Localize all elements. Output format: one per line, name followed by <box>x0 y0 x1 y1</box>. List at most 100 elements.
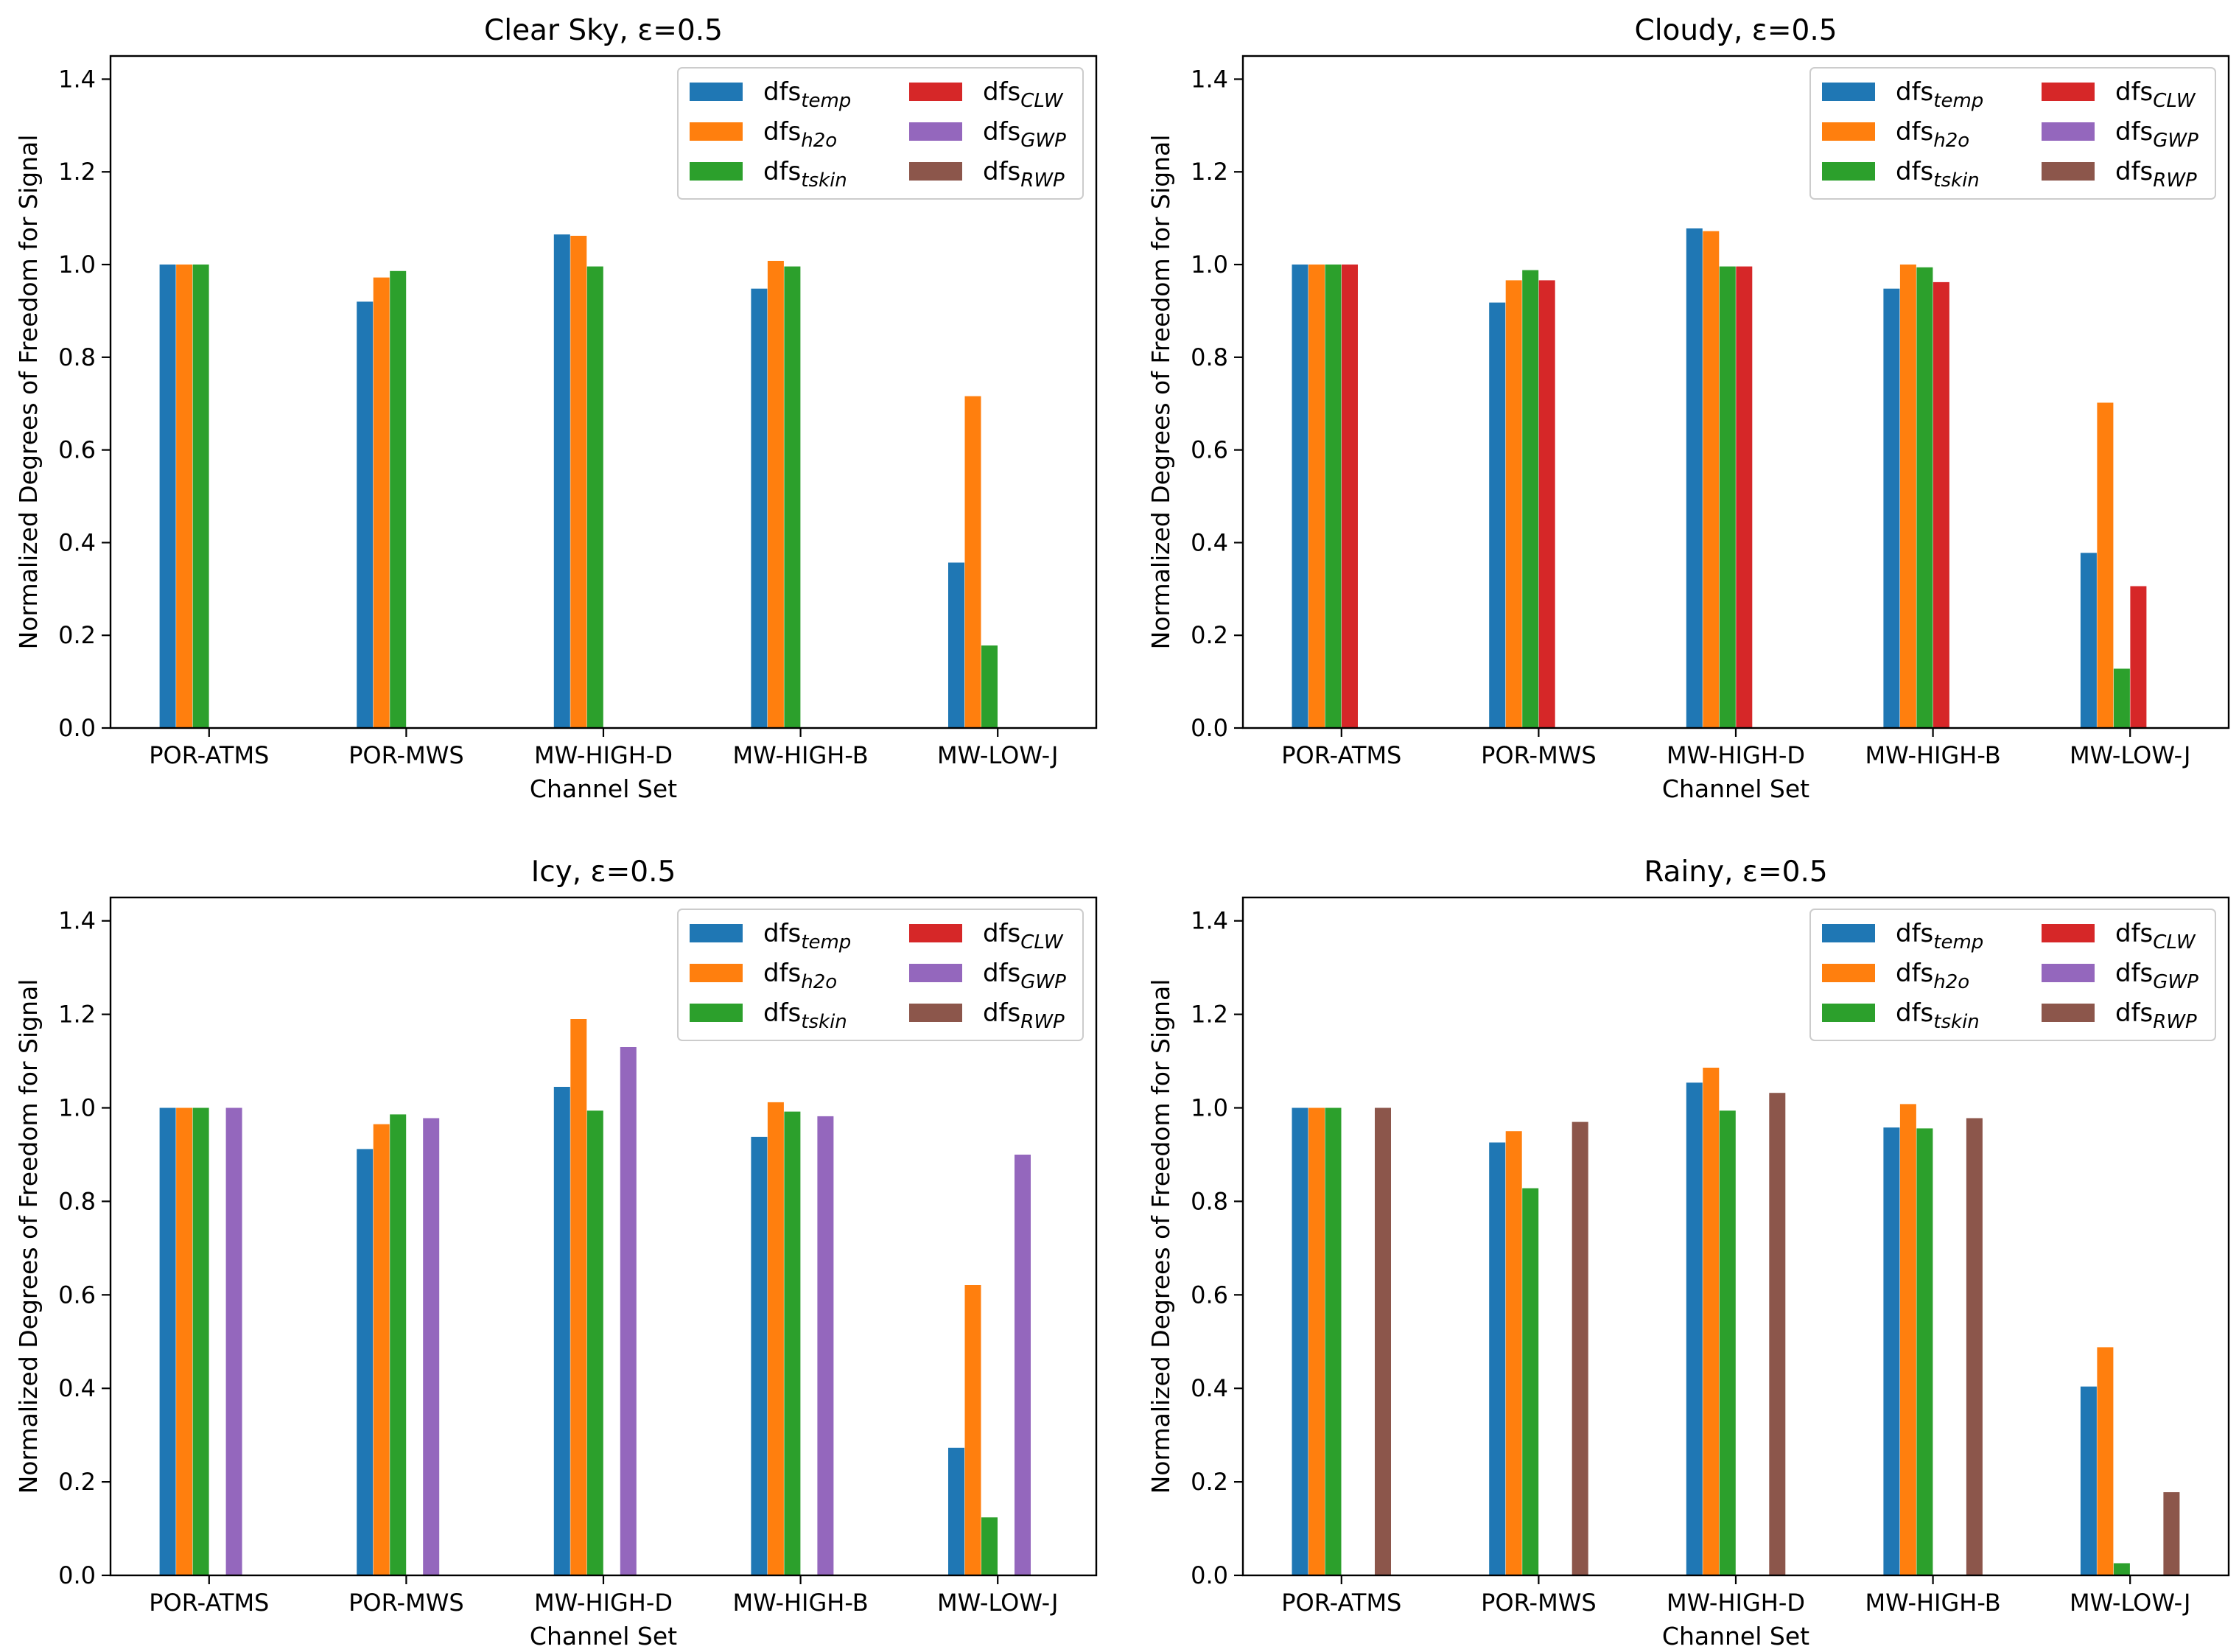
bar-dfs-GWP-por-mws <box>423 1118 440 1575</box>
legend-box <box>1809 67 2216 200</box>
bar-dfs-h2o-mw-high-b <box>1899 265 1916 728</box>
legend-swatch <box>1822 83 1875 101</box>
y-tick-label: 0.6 <box>1191 436 1228 464</box>
legend-swatch <box>2042 83 2095 101</box>
bar-dfs-tskin-por-atms <box>192 265 209 728</box>
bar-dfs-GWP-mw-high-d <box>620 1047 637 1575</box>
y-tick-label: 0.0 <box>1191 714 1228 742</box>
x-tick-label: POR-MWS <box>348 741 464 769</box>
y-axis-label: Normalized Degrees of Freedom for Signal <box>1146 979 1175 1494</box>
bar-dfs-tskin-mw-high-d <box>1719 266 1736 729</box>
bar-dfs-h2o-por-atms <box>176 265 193 728</box>
legend-swatch <box>909 83 962 101</box>
bar-dfs-CLW-mw-low-j <box>2130 586 2147 728</box>
legend-label: dfstemp <box>763 77 851 112</box>
bar-dfs-temp-mw-low-j <box>2080 553 2097 728</box>
legend-label: dfsCLW <box>983 77 1064 112</box>
bar-dfs-h2o-por-mws <box>373 1124 390 1575</box>
legend-label: dfsCLW <box>2115 919 2196 953</box>
x-tick-label: POR-ATMS <box>149 741 269 769</box>
y-tick-label: 1.0 <box>1191 1094 1228 1122</box>
legend-label: dfsh2o <box>1896 117 1969 152</box>
panel-clear-sky: 0.0 0.2 0.4 0.6 0.8 1.0 1.2 1.4 POR-ATMS POR-MWS M… <box>14 14 1098 803</box>
legend-label: dfstskin <box>1896 998 1980 1033</box>
legend-swatch <box>690 964 743 982</box>
legend-swatch <box>1822 964 1875 982</box>
y-tick-label: 0.6 <box>58 1281 96 1309</box>
bar-dfs-tskin-por-mws <box>1522 270 1539 729</box>
bar-dfs-tskin-mw-high-b <box>784 266 801 729</box>
bar-dfs-temp-mw-low-j <box>2080 1386 2097 1575</box>
x-tick-label: MW-HIGH-B <box>732 1589 868 1617</box>
bar-dfs-h2o-mw-high-b <box>767 261 784 728</box>
bar-dfs-temp-por-atms <box>1292 1107 1308 1575</box>
x-tick-label: POR-ATMS <box>1281 1589 1401 1617</box>
y-tick-label: 0.2 <box>1191 1468 1228 1496</box>
bar-dfs-h2o-mw-high-b <box>767 1102 784 1575</box>
legend-swatch <box>690 122 743 141</box>
bar-dfs-temp-por-mws <box>357 301 374 728</box>
bar-dfs-tskin-por-mws <box>390 270 407 728</box>
legend: dfstemp dfsh2o dfstskin dfsCLW dfsGWP dfsRWP <box>1809 909 2216 1041</box>
bar-dfs-tskin-mw-low-j <box>981 1517 998 1575</box>
y-tick-label: 1.4 <box>1191 907 1228 935</box>
legend-label: dfsh2o <box>763 959 837 993</box>
panel-cloudy: 0.0 0.2 0.4 0.6 0.8 1.0 1.2 1.4 POR-ATMS POR-MWS M… <box>1146 14 2230 803</box>
legend-swatch <box>690 162 743 181</box>
legend-swatch <box>690 924 743 942</box>
legend-swatch <box>1822 162 1875 181</box>
panel-title: Icy, ε=0.5 <box>531 855 676 889</box>
bar-dfs-temp-por-atms <box>159 1107 176 1575</box>
bar-dfs-h2o-mw-high-d <box>1703 1068 1720 1575</box>
x-tick-label: MW-HIGH-B <box>1865 1589 2000 1617</box>
bar-dfs-CLW-mw-high-d <box>1736 266 1753 729</box>
y-tick-label: 0.4 <box>1191 1374 1228 1402</box>
y-tick-label: 0.2 <box>58 1468 96 1496</box>
bar-dfs-tskin-mw-low-j <box>2113 1563 2130 1575</box>
bar-dfs-RWP-mw-low-j <box>2163 1492 2180 1575</box>
bar-dfs-tskin-mw-high-d <box>586 266 603 729</box>
panel-rainy: 0.0 0.2 0.4 0.6 0.8 1.0 1.2 1.4 POR-ATMS POR-MWS M… <box>1146 855 2230 1651</box>
bar-dfs-tskin-por-atms <box>1325 265 1342 728</box>
legend-swatch <box>909 122 962 141</box>
bar-dfs-tskin-por-atms <box>192 1107 209 1575</box>
bar-dfs-h2o-por-atms <box>176 1107 193 1575</box>
bar-dfs-h2o-por-atms <box>1308 1107 1325 1575</box>
legend-swatch <box>909 162 962 181</box>
bar-dfs-tskin-por-atms <box>1325 1107 1342 1575</box>
x-tick-label: POR-MWS <box>348 1589 464 1617</box>
legend-box <box>677 909 1084 1041</box>
y-tick-label: 0.8 <box>58 1187 96 1215</box>
y-tick-label: 0.0 <box>58 1561 96 1589</box>
bar-dfs-tskin-mw-high-d <box>586 1110 603 1575</box>
legend-swatch <box>909 1004 962 1022</box>
bar-dfs-temp-mw-high-d <box>553 234 570 728</box>
x-tick-label: POR-MWS <box>1481 741 1597 769</box>
legend-label: dfsGWP <box>983 117 1066 152</box>
y-tick-label: 0.6 <box>58 436 96 464</box>
y-tick-label: 0.4 <box>58 1374 96 1402</box>
y-tick-label: 1.4 <box>58 65 96 93</box>
y-tick-label: 1.0 <box>58 251 96 279</box>
bar-dfs-h2o-mw-high-b <box>1899 1104 1916 1575</box>
y-tick-label: 0.4 <box>58 528 96 556</box>
bar-dfs-h2o-por-mws <box>1505 1131 1522 1575</box>
legend-label: dfsCLW <box>2115 77 2196 112</box>
bar-dfs-temp-mw-high-d <box>553 1087 570 1575</box>
bar-dfs-tskin-mw-high-b <box>784 1111 801 1575</box>
x-axis-label: Channel Set <box>1662 774 1809 803</box>
y-tick-label: 1.2 <box>1191 1001 1228 1029</box>
panel-title: Cloudy, ε=0.5 <box>1634 14 1837 47</box>
y-tick-label: 1.4 <box>1191 65 1228 93</box>
y-tick-label: 0.8 <box>58 343 96 371</box>
legend-label: dfsGWP <box>2115 117 2198 152</box>
y-tick-label: 1.2 <box>1191 158 1228 186</box>
x-tick-label: MW-HIGH-D <box>1667 1589 1805 1617</box>
bar-dfs-RWP-por-atms <box>1375 1107 1391 1575</box>
legend-swatch <box>2042 1004 2095 1022</box>
legend-swatch <box>2042 162 2095 181</box>
bar-dfs-temp-por-mws <box>1489 1142 1506 1575</box>
bar-dfs-h2o-por-mws <box>1505 280 1522 728</box>
bar-dfs-CLW-por-mws <box>1538 280 1555 728</box>
